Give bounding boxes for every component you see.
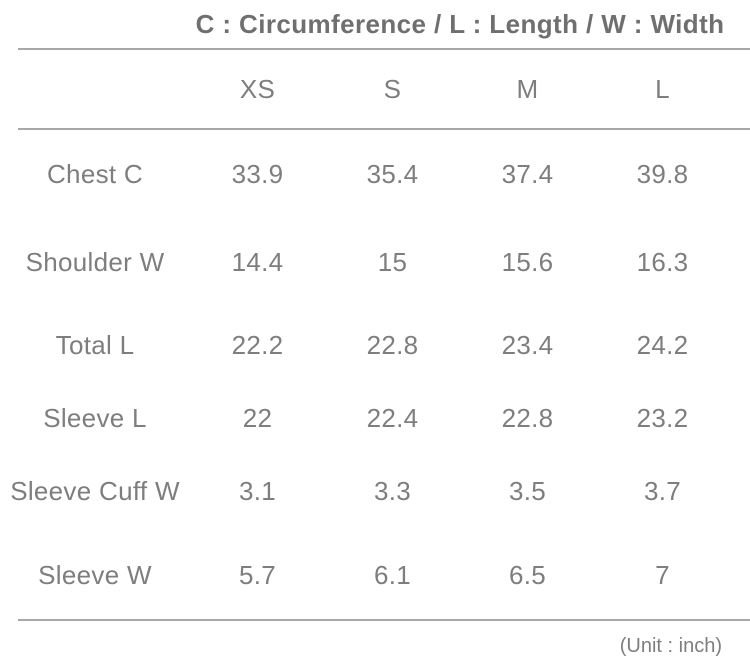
table-row-sleeve-cuff: Sleeve Cuff W 3.1 3.3 3.5 3.7 (0, 451, 750, 531)
cell-value: 37.4 (501, 158, 554, 189)
table-row-sleeve-width: Sleeve W 5.7 6.1 6.5 7 (0, 531, 750, 620)
cell-value: 3.5 (508, 475, 547, 506)
row-label: Chest C (46, 158, 144, 189)
cell-value: 15.6 (501, 246, 554, 277)
size-column-s: S (383, 73, 402, 104)
row-label: Sleeve L (43, 403, 147, 433)
row-label: Total L (55, 330, 135, 360)
cell-value: 6.5 (508, 560, 547, 590)
footer: (Unit : inch) (0, 620, 750, 672)
cell-value: 22.2 (231, 330, 284, 360)
divider-bottom (18, 619, 750, 621)
size-column-l: L (655, 73, 670, 104)
cell-value: 33.9 (231, 158, 284, 189)
legend-row: C : Circumference / L : Length / W : Wid… (0, 0, 750, 49)
row-label: Sleeve Cuff W (10, 475, 180, 506)
cell-value: 3.1 (238, 475, 277, 506)
measurement-legend: C : Circumference / L : Length / W : Wid… (195, 9, 725, 39)
table-row-sleeve-length: Sleeve L 22 22.4 22.8 23.2 (0, 386, 750, 451)
cell-value: 7 (655, 560, 670, 590)
row-label: Sleeve W (38, 560, 152, 590)
divider-top (18, 48, 750, 50)
cell-value: 22.8 (366, 330, 419, 360)
cell-value: 22.4 (366, 403, 419, 433)
size-column-xs: XS (239, 73, 276, 104)
size-header-row: XS S M L (0, 49, 750, 129)
cell-value: 23.2 (636, 403, 689, 433)
cell-value: 35.4 (366, 158, 419, 189)
cell-value: 39.8 (636, 158, 689, 189)
table-row-shoulder: Shoulder W 14.4 15 15.6 16.3 (0, 219, 750, 305)
cell-value: 15 (377, 246, 408, 277)
table-row-total-length: Total L 22.2 22.8 23.4 24.2 (0, 305, 750, 386)
cell-value: 24.2 (636, 330, 689, 360)
cell-value: 5.7 (238, 560, 277, 590)
cell-value: 23.4 (501, 330, 554, 360)
cell-value: 3.7 (643, 475, 682, 506)
divider-header (18, 128, 750, 130)
cell-value: 16.3 (636, 246, 689, 277)
cell-value: 3.3 (373, 475, 412, 506)
cell-value: 14.4 (231, 246, 284, 277)
row-label: Shoulder W (25, 246, 165, 277)
size-column-m: M (516, 73, 539, 104)
cell-value: 22.8 (501, 403, 554, 433)
unit-note: (Unit : inch) (619, 634, 722, 657)
cell-value: 22 (242, 403, 273, 433)
table-row-chest: Chest C 33.9 35.4 37.4 39.8 (0, 129, 750, 219)
cell-value: 6.1 (373, 560, 412, 590)
